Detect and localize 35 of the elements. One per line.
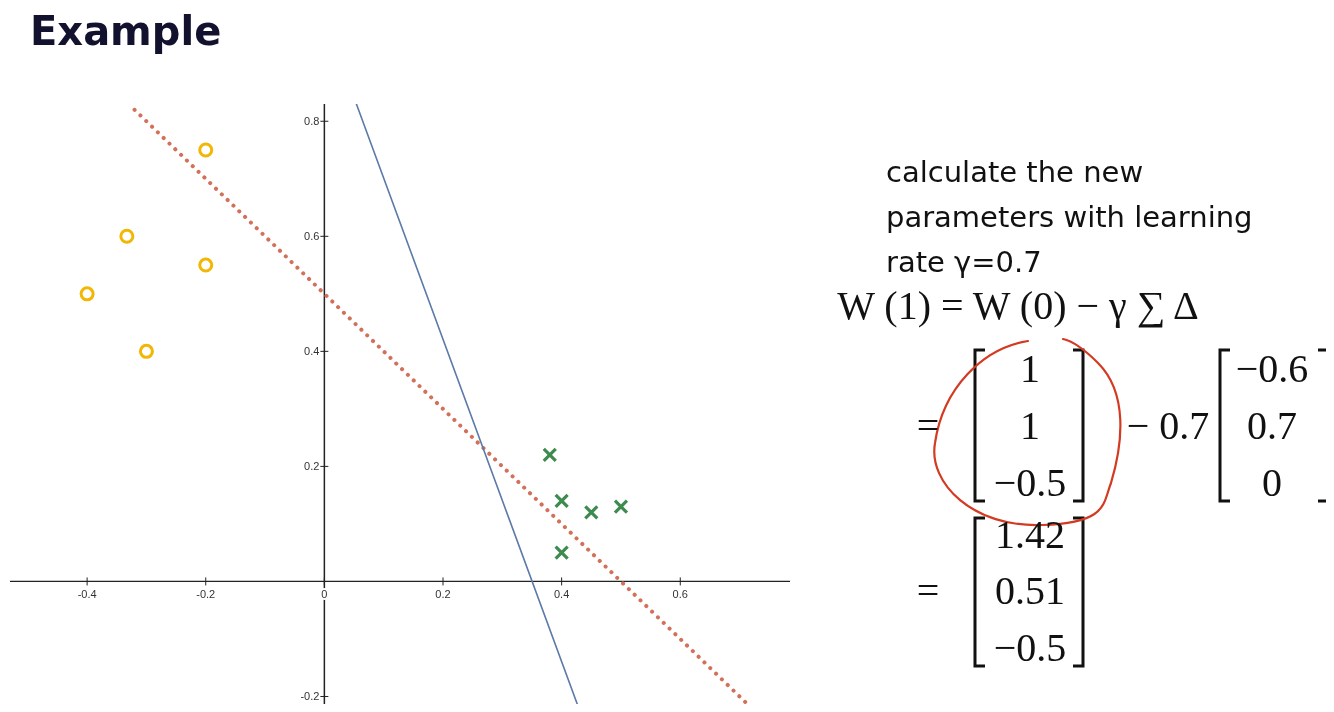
x-tick-label: 0.2 <box>435 588 451 601</box>
y-tick-label: 0.2 <box>304 460 320 473</box>
point <box>554 493 570 509</box>
text: calculate the new parameters with learning rate γ=0.7 <box>886 155 1253 279</box>
point <box>198 257 214 273</box>
text: 0.51 <box>995 568 1065 613</box>
y-tick-label: -0.2 <box>300 690 320 703</box>
point <box>554 545 570 561</box>
text: − 0.7 <box>1126 403 1210 448</box>
text: −0.6 <box>1235 346 1309 391</box>
text: 0.7 <box>1247 403 1297 448</box>
text: W (1) = W (0) − γ ∑ Δ <box>837 283 1199 328</box>
text: = <box>916 568 940 613</box>
point <box>119 228 135 244</box>
point <box>613 499 629 515</box>
x-tick-label: -0.4 <box>77 588 97 601</box>
text: = <box>916 403 940 448</box>
x-tick-label: -0.2 <box>196 588 216 601</box>
point <box>138 343 154 359</box>
point <box>79 286 95 302</box>
x-tick-label: 0.6 <box>672 588 688 601</box>
y-tick-label: 0.4 <box>304 345 320 358</box>
text: 1 <box>1020 403 1040 448</box>
text: −0.5 <box>993 460 1067 505</box>
point <box>198 142 214 158</box>
text: −0.5 <box>993 625 1067 670</box>
y-tick-label: 0.6 <box>304 230 320 243</box>
chart-title: Example <box>30 8 222 54</box>
y-tick-label: 0.8 <box>304 115 320 128</box>
text: 1.42 <box>995 512 1065 557</box>
x-tick-label: 0.4 <box>553 588 570 601</box>
text: 0 <box>1262 460 1282 505</box>
point <box>542 447 558 463</box>
text: 1 <box>1020 346 1040 391</box>
point <box>583 504 599 521</box>
